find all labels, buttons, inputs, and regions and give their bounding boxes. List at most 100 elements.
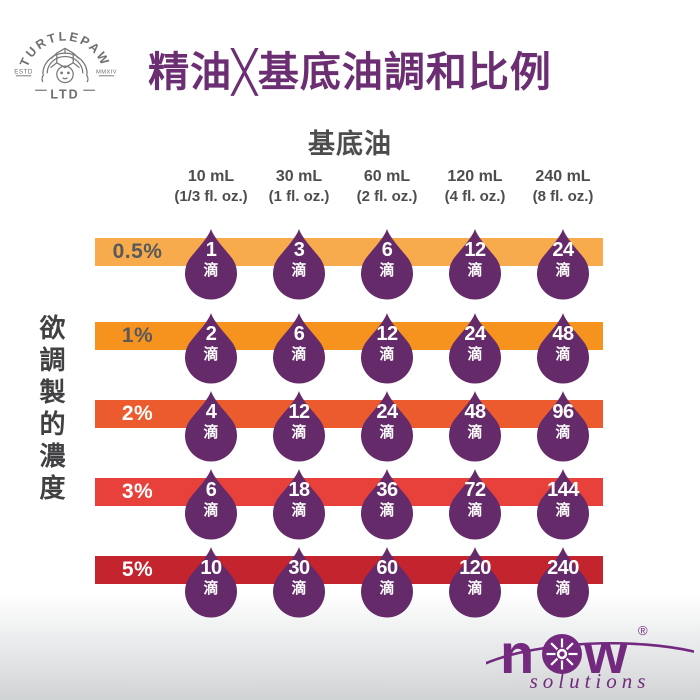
ratio-bar: [95, 238, 603, 266]
drop-label: 36 滴: [359, 468, 415, 542]
drop-label: 24 滴: [535, 228, 591, 302]
column-floz: (8 fl. oz.): [532, 188, 594, 205]
drop-icon: [185, 547, 237, 618]
ratio-bar: [95, 322, 603, 350]
drop: 30 滴: [271, 546, 327, 620]
drop: 240 滴: [535, 546, 591, 620]
sun-icon: [542, 634, 582, 674]
drop-label: 24 滴: [447, 312, 503, 386]
drop-icon: [537, 391, 589, 462]
drop-label: 24 滴: [359, 390, 415, 464]
drop-unit: 滴: [467, 262, 483, 279]
drop-unit: 滴: [291, 580, 307, 597]
ratio-bar: [95, 478, 603, 506]
row-group-label: 欲調製的濃度: [36, 314, 66, 506]
drop-count: 12: [376, 323, 398, 345]
bottom-gradient: [0, 595, 700, 700]
drop-count: 60: [376, 557, 398, 579]
drop-icon: [449, 313, 501, 384]
drop-unit: 滴: [203, 424, 219, 441]
drop-label: 12 滴: [359, 312, 415, 386]
drop-unit: 滴: [379, 346, 395, 363]
drop-icon: [449, 391, 501, 462]
turtlepaw-ltd: LTD: [50, 87, 79, 101]
drop-icon: [449, 469, 501, 540]
ratio-bar: [95, 556, 603, 584]
drop-count: 240: [547, 557, 579, 579]
drop-label: 96 滴: [535, 390, 591, 464]
drop-unit: 滴: [203, 580, 219, 597]
drop-unit: 滴: [203, 346, 219, 363]
drop-unit: 滴: [467, 346, 483, 363]
drop-unit: 滴: [291, 346, 307, 363]
drop-label: 18 滴: [271, 468, 327, 542]
drop-count: 144: [547, 479, 579, 501]
drop-unit: 滴: [555, 262, 571, 279]
drop-label: 240 滴: [535, 546, 591, 620]
drop: 24 滴: [447, 312, 503, 386]
column-floz: (1/3 fl. oz.): [174, 188, 248, 205]
drop-label: 12 滴: [271, 390, 327, 464]
drop-label: 30 滴: [271, 546, 327, 620]
drop-unit: 滴: [467, 580, 483, 597]
drop-count: 24: [552, 239, 574, 261]
percent-label: 3%: [121, 480, 154, 503]
drop-count: 6: [205, 479, 217, 501]
column-volume: 30 mL: [275, 168, 323, 185]
drop: 12 滴: [359, 312, 415, 386]
column-floz: (1 fl. oz.): [268, 188, 330, 205]
drop-label: 48 滴: [535, 312, 591, 386]
drop-count: 48: [552, 323, 574, 345]
drop-label: 72 滴: [447, 468, 503, 542]
drop-unit: 滴: [379, 580, 395, 597]
swoosh: [486, 641, 694, 665]
drop-unit: 滴: [555, 346, 571, 363]
drop-unit: 滴: [379, 424, 395, 441]
drop-label: 144 滴: [535, 468, 591, 542]
drop-count: 96: [552, 401, 574, 423]
drop-count: 12: [464, 239, 486, 261]
now-letter-n: n: [500, 622, 534, 685]
drop-unit: 滴: [467, 502, 483, 519]
drop-count: 30: [288, 557, 310, 579]
drop-icon: [273, 229, 325, 300]
drop-label: 120 滴: [447, 546, 503, 620]
drop-label: 12 滴: [447, 228, 503, 302]
drop-icon: [273, 313, 325, 384]
drop-count: 120: [459, 557, 491, 579]
page-title: 精油╳基底油調和比例: [148, 49, 552, 95]
drop-unit: 滴: [291, 502, 307, 519]
column-floz: (2 fl. oz.): [356, 188, 418, 205]
drop-unit: 滴: [291, 424, 307, 441]
drop-icon: [361, 547, 413, 618]
drop: 48 滴: [535, 312, 591, 386]
drop-unit: 滴: [555, 580, 571, 597]
column-header: 10 mL (1/3 fl. oz.): [149, 167, 273, 207]
drop-icon: [449, 229, 501, 300]
drop-count: 6: [293, 323, 305, 345]
drop-count: 18: [288, 479, 310, 501]
drop: 24 滴: [359, 390, 415, 464]
percent-label: 0.5%: [112, 240, 163, 263]
column-group-label: 基底油: [308, 129, 392, 159]
drop-count: 4: [205, 401, 217, 423]
ratio-bar: [95, 400, 603, 428]
column-header: 120 mL (4 fl. oz.): [413, 167, 537, 207]
drop-label: 48 滴: [447, 390, 503, 464]
column-volume: 120 mL: [447, 168, 503, 185]
drop-count: 36: [376, 479, 398, 501]
drop-icon: [185, 313, 237, 384]
drop-icon: [449, 547, 501, 618]
drop-icon: [361, 313, 413, 384]
drop: 96 滴: [535, 390, 591, 464]
